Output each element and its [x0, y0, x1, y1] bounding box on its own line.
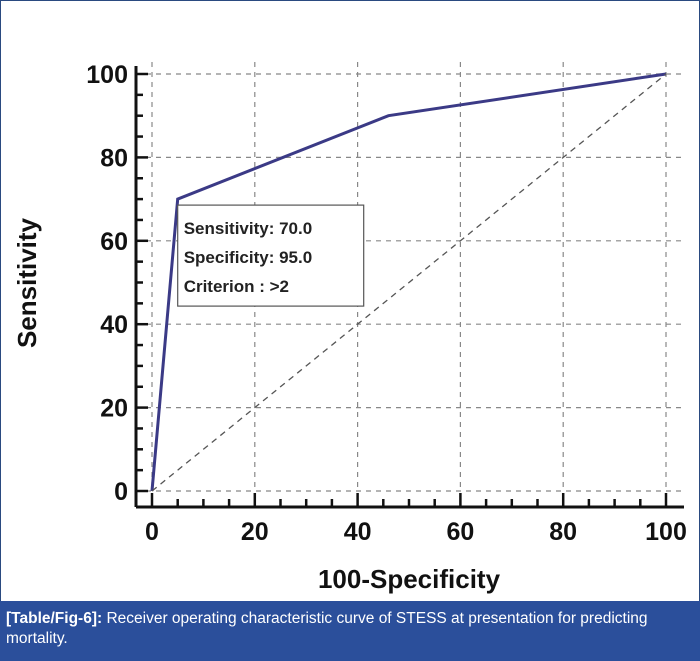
caption-label: [Table/Fig-6]: — [6, 610, 103, 627]
y-tick-label: 20 — [100, 395, 128, 423]
annotation-criterion: Criterion : >2 — [184, 277, 289, 296]
axes: 0 20 40 60 80 100 0 20 40 60 80 100 — [86, 61, 687, 546]
y-tick-label: 60 — [100, 228, 128, 256]
y-axis-title: Sensitivity — [12, 217, 42, 348]
caption-text: Receiver operating characteristic curve … — [6, 610, 648, 647]
annotation: Sensitivity: 70.0 Specificity: 95.0 Crit… — [177, 204, 365, 307]
x-tick-label: 40 — [344, 518, 372, 546]
figure-caption: [Table/Fig-6]: Receiver operating charac… — [0, 601, 700, 661]
x-tick-label: 100 — [645, 518, 687, 546]
annotation-specificity: Specificity: 95.0 — [184, 248, 313, 267]
y-tick-label: 80 — [100, 144, 128, 172]
x-tick-label: 80 — [549, 518, 577, 546]
roc-curve-line — [150, 72, 667, 492]
x-tick-label: 20 — [241, 518, 269, 546]
y-tick-label: 100 — [86, 61, 128, 89]
annotation-box — [177, 204, 365, 307]
y-tick-label: 40 — [100, 311, 128, 339]
y-tick-label: 0 — [114, 478, 128, 506]
roc-chart: 0 20 40 60 80 100 0 20 40 60 80 100 Sensitivity: 70… — [12, 61, 687, 594]
annotation-sensitivity: Sensitivity: 70.0 — [184, 219, 313, 238]
x-tick-label: 0 — [145, 518, 159, 546]
series — [150, 72, 667, 492]
reference-diagonal-line — [151, 73, 667, 492]
x-axis-title: 100-Specificity — [318, 564, 501, 594]
x-tick-label: 60 — [446, 518, 474, 546]
